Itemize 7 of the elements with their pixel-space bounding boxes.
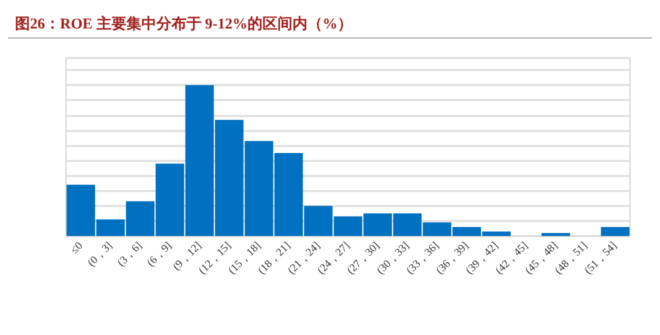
x-tick-label: (3，6] (115, 240, 144, 269)
bar (542, 232, 570, 236)
bar (600, 226, 630, 236)
x-tick-label: (6，9] (144, 240, 174, 269)
x-tick-label: (0，3] (86, 240, 115, 269)
x-tick-label: ≤0 (68, 239, 86, 256)
chart-title: 图26：ROE 主要集中分布于 9-12%的区间内（%） (15, 14, 352, 32)
